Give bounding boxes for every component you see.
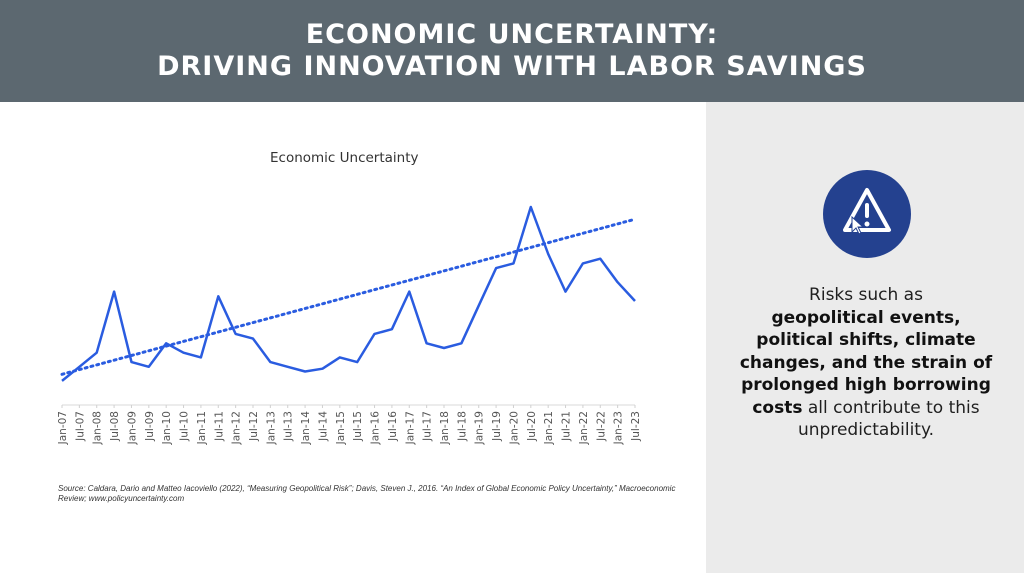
chart-title: Economic Uncertainty <box>270 150 419 166</box>
x-tick-label: Jan-17 <box>404 411 416 445</box>
sidebar-text: Risks such as geopolitical events, polit… <box>736 284 996 442</box>
x-tick-label: Jul-15 <box>352 411 364 442</box>
x-tick-label: Jan-13 <box>265 411 277 445</box>
x-tick-label: Jan-23 <box>613 411 625 445</box>
x-tick-label: Jan-19 <box>474 411 486 445</box>
x-tick-label: Jan-09 <box>126 411 138 445</box>
x-tick-label: Jan-08 <box>92 411 104 445</box>
x-tick-label: Jul-20 <box>526 411 538 442</box>
x-tick-label: Jan-16 <box>370 411 382 446</box>
economic-uncertainty-chart: Economic Uncertainty Jan-07 Jul-07 Jan-08 J… <box>40 140 650 470</box>
sidebar-text-intro: Risks such as <box>809 285 923 305</box>
x-tick-label: Jan-14 <box>300 411 312 446</box>
sidebar-panel: Risks such as geopolitical events, polit… <box>706 102 1024 573</box>
x-tick-label: Jul-23 <box>630 411 642 442</box>
x-tick-label: Jul-11 <box>213 411 225 442</box>
x-tick-label: Jul-16 <box>387 411 399 442</box>
warning-badge <box>823 170 911 258</box>
x-tick-label: Jul-09 <box>144 411 156 442</box>
x-tick-label: Jan-22 <box>578 411 590 445</box>
slide-title-line-1: ECONOMIC UNCERTAINTY: <box>305 19 719 50</box>
x-tick-label: Jan-20 <box>508 411 520 445</box>
chart-svg: Jan-07 Jul-07 Jan-08 Jul-08 Jan-09 Jul-09 Jan-… <box>57 205 642 446</box>
x-tick-label: Jan-15 <box>335 411 347 445</box>
x-tick-label: Jul-14 <box>317 411 329 442</box>
x-tick-label: Jan-18 <box>439 411 451 445</box>
series-line-trend <box>60 217 637 376</box>
x-tick-label: Jul-17 <box>422 411 434 442</box>
x-tick-label: Jan-07 <box>57 411 69 445</box>
x-tick-label: Jul-21 <box>561 411 573 442</box>
sidebar-text-risks: geopolitical events, political shifts, c… <box>739 307 993 418</box>
x-tick-label: Jul-19 <box>491 411 503 442</box>
x-tick-label: Jul-22 <box>595 411 607 442</box>
x-tick-label: Jul-13 <box>283 411 295 442</box>
x-tick-label: Jul-07 <box>74 411 86 442</box>
x-tick-label: Jan-10 <box>161 411 173 445</box>
x-tick-label: Jul-12 <box>248 411 260 442</box>
x-tick-label: Jan-11 <box>196 411 208 445</box>
series-line-uncertainty <box>61 205 636 382</box>
sidebar-text-outro: all contribute to this unpredictability. <box>797 397 980 441</box>
warning-triangle-icon <box>843 188 891 235</box>
source-note: Source: Caldara, Dario and Matteo Iacovi… <box>58 484 676 503</box>
x-tick-label: Jan-12 <box>231 411 243 445</box>
x-tick-label: Jul-10 <box>179 411 191 442</box>
x-tick-label: Jul-18 <box>456 411 468 442</box>
x-tick-label: Jan-21 <box>543 411 555 445</box>
x-tick-label: Jul-08 <box>109 411 121 442</box>
slide-header: ECONOMIC UNCERTAINTY: DRIVING INNOVATION… <box>0 0 1024 102</box>
slide-title-line-2: DRIVING INNOVATION WITH LABOR SAVINGS <box>157 51 867 82</box>
